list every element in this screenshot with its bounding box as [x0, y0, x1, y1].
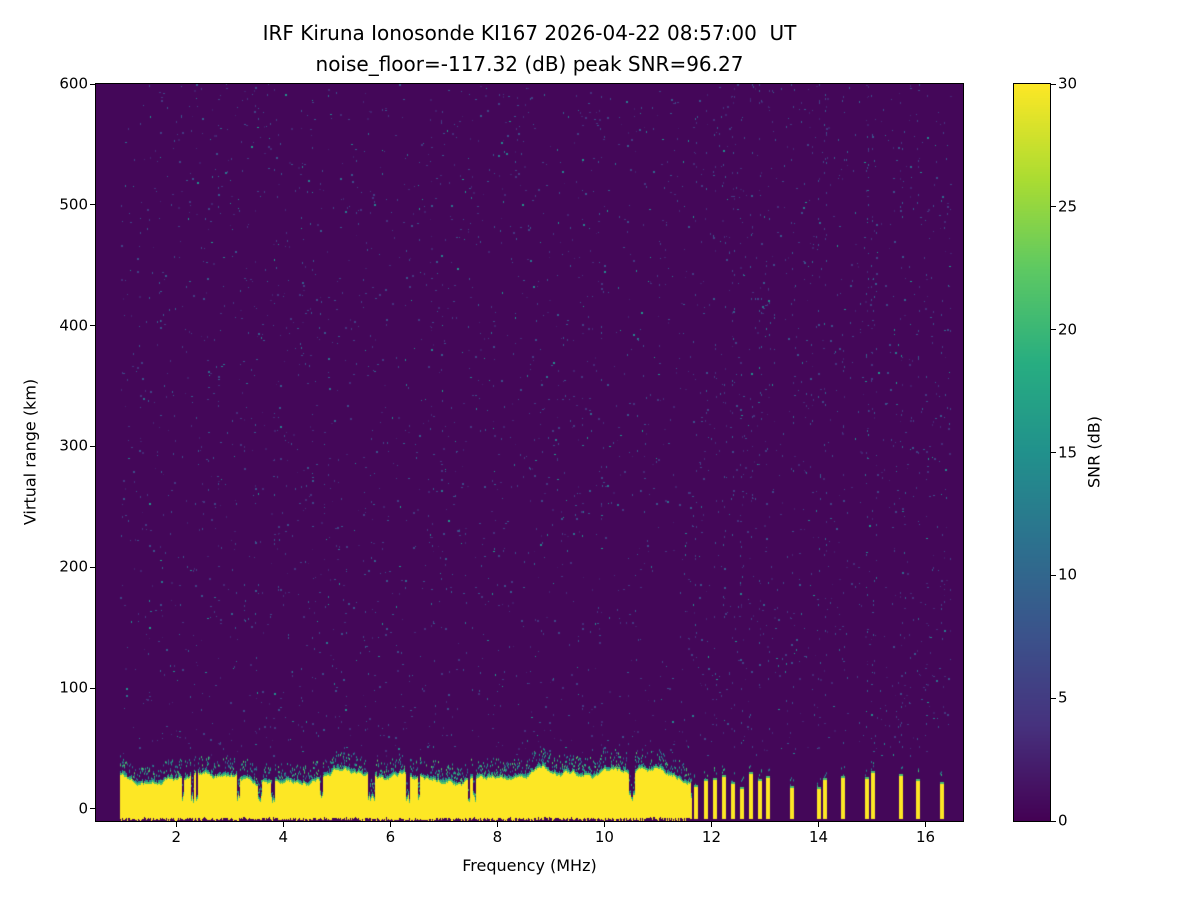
x-axis-tick-mark	[175, 822, 177, 827]
x-axis-tick-label: 4	[278, 828, 289, 846]
x-axis-tick-label: 14	[808, 828, 829, 846]
x-axis-tick-mark	[389, 822, 391, 827]
y-axis-tick-mark	[90, 687, 95, 689]
colorbar-tick-mark	[1051, 574, 1056, 576]
x-axis-tick-label: 10	[594, 828, 614, 846]
y-axis-tick-label: 0	[78, 799, 88, 818]
x-axis-tick-mark	[603, 822, 605, 827]
colorbar-title: SNR (dB)	[1084, 416, 1104, 488]
y-axis-tick-mark	[90, 204, 95, 206]
x-axis-tick-mark	[496, 822, 498, 827]
chart-title: IRF Kiruna Ionosonde KI167 2026-04-22 08…	[262, 21, 797, 45]
heatmap-canvas	[96, 84, 963, 821]
y-axis-tick-mark	[90, 808, 95, 810]
colorbar-tick-mark	[1051, 329, 1056, 331]
colorbar-tick-label: 15	[1058, 443, 1078, 461]
colorbar-tick-label: 5	[1058, 688, 1068, 707]
x-axis-tick-label: 2	[171, 828, 182, 846]
colorbar-tick-mark	[1051, 83, 1056, 85]
x-axis-tick-label: 6	[385, 828, 396, 846]
colorbar-tick-mark	[1051, 206, 1056, 208]
y-axis-tick-label: 100	[59, 678, 88, 697]
y-axis-title: Virtual range (km)	[20, 378, 40, 526]
x-axis-title: Frequency (MHz)	[462, 856, 597, 875]
title-block: IRF Kiruna Ionosonde KI167 2026-04-22 08…	[96, 18, 963, 80]
y-axis-tick-mark	[90, 83, 95, 85]
y-axis-tick-label: 500	[59, 195, 88, 214]
colorbar-canvas	[1014, 84, 1050, 821]
x-axis-tick-label: 12	[701, 828, 721, 846]
colorbar-tick-mark	[1051, 452, 1056, 453]
x-axis-tick-mark	[925, 822, 927, 827]
y-axis-tick-mark	[90, 566, 95, 568]
y-axis-tick-label: 300	[59, 436, 88, 455]
plot-area	[95, 83, 964, 822]
x-axis-tick-mark	[710, 822, 712, 827]
x-axis-tick-label: 16	[915, 828, 936, 846]
x-axis-tick-label: 8	[492, 828, 503, 846]
colorbar-tick-label: 10	[1058, 565, 1078, 584]
colorbar	[1013, 83, 1051, 822]
colorbar-tick-mark	[1051, 697, 1056, 699]
colorbar-tick-label: 30	[1058, 74, 1078, 93]
y-axis-tick-label: 600	[59, 74, 88, 93]
x-axis-tick-mark	[282, 822, 284, 827]
x-axis-tick-mark	[818, 822, 819, 827]
chart-subtitle: noise_floor=-117.32 (dB) peak SNR=96.27	[315, 52, 744, 76]
y-axis-tick-label: 200	[59, 557, 88, 576]
y-axis-tick-label: 400	[59, 316, 88, 335]
colorbar-tick-label: 0	[1058, 811, 1068, 830]
colorbar-tick-mark	[1051, 820, 1056, 822]
colorbar-tick-label: 20	[1058, 320, 1078, 339]
y-axis-tick-mark	[90, 445, 95, 447]
y-axis-tick-mark	[90, 325, 95, 327]
colorbar-tick-label: 25	[1058, 197, 1078, 216]
